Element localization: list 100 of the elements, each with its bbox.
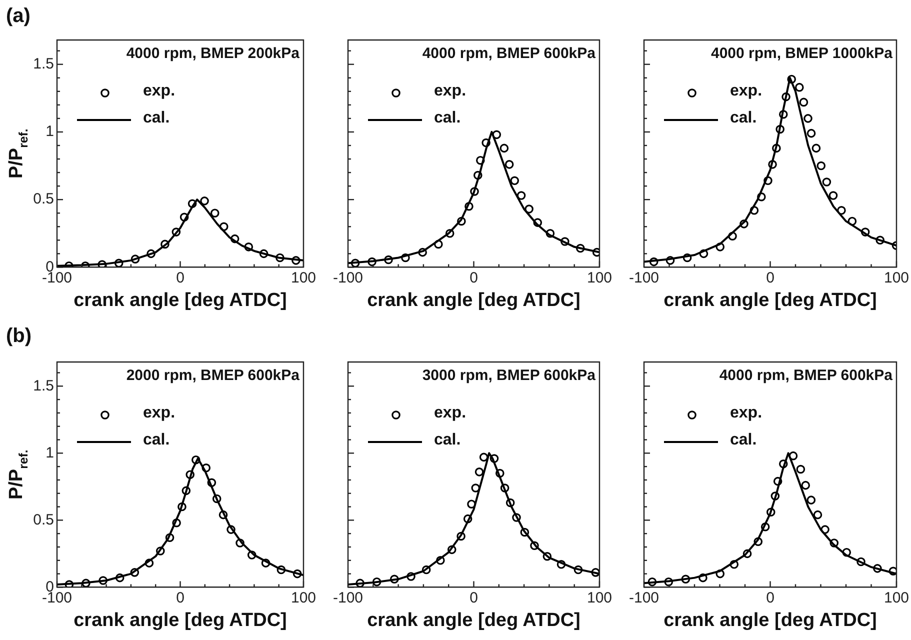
point <box>730 560 739 569</box>
point <box>276 253 284 262</box>
point <box>500 144 509 153</box>
chart-title: 3000 rpm, BMEP 600kPa <box>422 367 596 384</box>
x-tick-label: 100 <box>586 269 612 286</box>
legend-label: cal. <box>143 431 170 448</box>
point <box>482 138 490 148</box>
point <box>350 258 360 268</box>
x-tick-label: -100 <box>628 269 660 286</box>
x-tick-label: -100 <box>332 589 364 606</box>
point <box>219 222 228 232</box>
point <box>822 178 832 186</box>
point <box>664 577 674 586</box>
point <box>856 557 866 566</box>
text: (a) <box>6 5 30 27</box>
x-tick-label: 100 <box>290 269 316 286</box>
point <box>202 464 211 472</box>
point <box>463 514 472 524</box>
x-axis-title: crank angle [deg ATDC] <box>74 290 287 311</box>
point <box>259 249 268 258</box>
point <box>649 257 658 266</box>
point <box>244 242 254 252</box>
point <box>130 254 140 264</box>
x-axis-title: crank angle [deg ATDC] <box>664 610 877 631</box>
point <box>218 510 228 520</box>
point <box>146 249 156 258</box>
point <box>401 253 410 262</box>
point <box>457 216 466 226</box>
x-tick-label: -100 <box>628 589 660 606</box>
legend-label: exp. <box>730 82 762 100</box>
point <box>716 569 725 578</box>
point <box>848 216 857 226</box>
point <box>576 244 585 253</box>
point <box>447 545 456 554</box>
point <box>156 546 165 556</box>
point <box>873 564 882 573</box>
y-tick-label: 1 <box>46 444 54 462</box>
point <box>406 572 416 581</box>
point <box>172 228 181 236</box>
chart-title: 4000 rpm, BMEP 1000kPa <box>710 45 894 62</box>
legend-label: cal. <box>434 109 461 126</box>
point <box>464 202 474 211</box>
point <box>172 518 181 528</box>
point <box>757 192 766 202</box>
y-tick-label: 1.5 <box>33 55 54 72</box>
chart-title: 4000 rpm, BMEP 600kPa <box>422 45 596 62</box>
point <box>471 484 480 492</box>
legend-label: cal. <box>434 431 461 448</box>
point <box>186 470 195 479</box>
legend-label: cal. <box>730 109 757 126</box>
point <box>492 130 502 140</box>
point <box>837 206 846 215</box>
point <box>801 480 810 490</box>
point <box>292 569 302 578</box>
point <box>516 191 526 200</box>
point <box>804 114 812 123</box>
x-tick-label: 0 <box>766 589 774 606</box>
point <box>490 454 499 463</box>
point <box>716 242 725 252</box>
point <box>830 538 839 548</box>
point <box>114 258 124 268</box>
point <box>524 204 534 214</box>
y-tick-label: 0.5 <box>33 190 54 208</box>
y-axis-title: P/Pref. <box>6 450 31 500</box>
point <box>520 528 530 537</box>
point <box>812 144 821 153</box>
point <box>160 240 170 249</box>
point <box>276 565 286 574</box>
point <box>682 253 692 262</box>
x-tick-label: 100 <box>290 589 316 606</box>
point <box>476 156 485 165</box>
legend-label: exp. <box>143 404 176 422</box>
point <box>445 228 454 238</box>
point <box>200 196 209 206</box>
point <box>467 500 476 508</box>
chart-title: 2000 rpm, BMEP 600kPa <box>126 367 300 384</box>
x-tick-label: 100 <box>884 269 909 286</box>
point <box>230 234 240 244</box>
x-tick-label: 0 <box>470 269 478 286</box>
chart-title: 4000 rpm, BMEP 600kPa <box>719 367 894 384</box>
point <box>787 74 796 84</box>
y-tick-label: 0.5 <box>33 511 54 528</box>
point <box>207 478 216 488</box>
point <box>226 525 236 534</box>
x-tick-label: -100 <box>332 269 364 286</box>
point <box>768 160 777 169</box>
point <box>820 525 830 534</box>
legend-label: exp. <box>143 82 176 100</box>
point <box>98 260 107 268</box>
point <box>130 568 140 577</box>
point <box>796 464 806 474</box>
point <box>470 187 479 196</box>
point <box>372 577 382 586</box>
point <box>778 459 788 468</box>
point <box>434 240 443 249</box>
point <box>666 256 675 265</box>
point <box>772 144 781 153</box>
point <box>496 468 504 478</box>
point <box>766 508 776 517</box>
point <box>788 451 798 460</box>
